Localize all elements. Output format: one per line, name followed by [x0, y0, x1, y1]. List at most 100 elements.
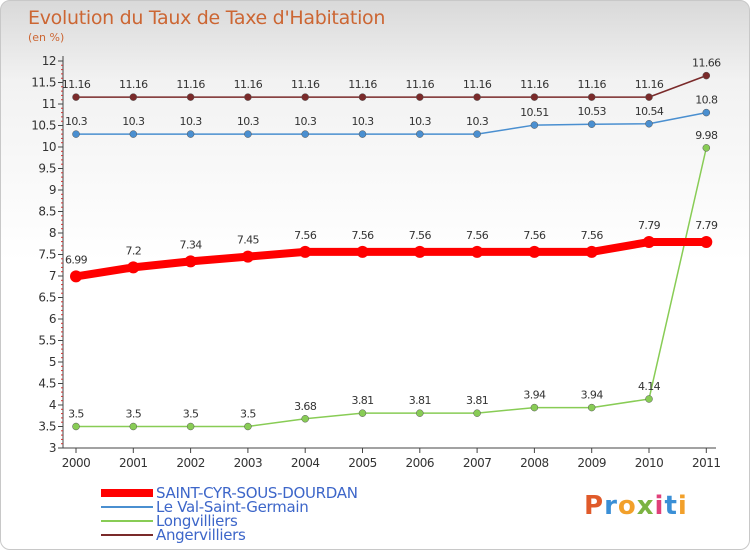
- data-point: [70, 270, 82, 283]
- data-label: 3.68: [294, 400, 317, 413]
- legend: SAINT-CYR-SOUS-DOURDAN Le Val-Saint-Germ…: [101, 484, 358, 544]
- data-label: 3.81: [351, 394, 373, 407]
- data-point: [358, 130, 367, 138]
- data-point: [413, 245, 426, 258]
- data-label: 3.5: [240, 408, 256, 421]
- data-point: [301, 93, 309, 101]
- x-tick-label: 2000: [62, 456, 91, 470]
- x-tick-label: 2007: [463, 456, 492, 470]
- series-line: [76, 147, 708, 428]
- y-tick-label: 12: [42, 54, 56, 68]
- logo-letter: i: [677, 491, 688, 521]
- legend-label: Le Val-Saint-Germain: [156, 498, 309, 516]
- x-tick-label: 2002: [176, 456, 205, 470]
- data-label: 10.3: [122, 115, 145, 128]
- legend-label: Longvilliers: [156, 512, 238, 530]
- data-point: [244, 130, 252, 138]
- data-point: [186, 130, 195, 138]
- data-label: 11.16: [291, 78, 320, 91]
- data-label: 7.79: [638, 219, 661, 232]
- data-label: 10.3: [409, 115, 432, 128]
- data-point: [702, 144, 711, 152]
- data-label: 11.16: [635, 78, 664, 91]
- legend-swatch: [101, 506, 153, 508]
- data-label: 11.16: [176, 78, 205, 91]
- logo-letter: i: [654, 491, 665, 521]
- data-label: 6.99: [65, 253, 88, 266]
- data-label: 7.34: [180, 238, 203, 251]
- data-point: [184, 255, 197, 268]
- logo-letter: x: [636, 491, 655, 521]
- y-tick-label: 8: [49, 226, 56, 240]
- data-point: [72, 93, 80, 101]
- data-label: 7.45: [237, 234, 260, 247]
- data-point: [702, 108, 711, 117]
- data-point: [645, 120, 653, 128]
- data-point: [416, 130, 424, 138]
- data-point: [72, 130, 80, 138]
- data-label: 10.3: [466, 115, 489, 128]
- data-label: 9.98: [695, 129, 718, 142]
- y-tick-label: 10: [42, 140, 56, 154]
- y-tick-label: 7: [49, 269, 56, 283]
- data-point: [416, 93, 424, 101]
- data-point: [587, 93, 596, 101]
- data-label: 10.54: [635, 105, 664, 118]
- legend-swatch: [101, 489, 153, 497]
- x-tick-label: 2004: [291, 456, 320, 470]
- data-point: [301, 130, 309, 138]
- logo-letter: P: [584, 491, 605, 521]
- data-point: [358, 409, 367, 417]
- data-point: [471, 245, 484, 258]
- x-tick-label: 2011: [692, 456, 721, 470]
- data-point: [587, 403, 596, 412]
- x-tick-label: 2001: [119, 456, 148, 470]
- legend-label: Angervilliers: [156, 526, 246, 544]
- data-label: 7.79: [695, 219, 718, 232]
- data-point: [702, 71, 711, 80]
- x-tick-label: 2009: [577, 456, 606, 470]
- proxiti-logo: Proxiti: [584, 491, 688, 521]
- data-point: [645, 395, 653, 403]
- data-point: [530, 403, 539, 412]
- y-tick-label: 9.5: [38, 162, 56, 176]
- data-label: 11.66: [692, 57, 721, 70]
- legend-item: Angervilliers: [101, 526, 358, 544]
- data-label: 11.16: [406, 78, 435, 91]
- data-point: [587, 120, 596, 128]
- legend-item: Longvilliers: [101, 512, 358, 530]
- data-label: 3.5: [68, 408, 84, 421]
- data-point: [473, 93, 481, 101]
- data-point: [301, 415, 309, 423]
- y-tick-label: 10.5: [31, 119, 56, 133]
- series-line: [76, 74, 707, 98]
- legend-label: SAINT-CYR-SOUS-DOURDAN: [156, 484, 358, 502]
- legend-swatch: [101, 534, 153, 536]
- data-point: [186, 422, 195, 431]
- data-label: 4.14: [638, 380, 661, 393]
- data-label: 7.56: [409, 229, 432, 242]
- data-point: [416, 409, 424, 417]
- data-label: 11.16: [234, 78, 263, 91]
- data-point: [127, 261, 140, 274]
- data-label: 3.5: [183, 408, 199, 421]
- data-point: [700, 236, 713, 249]
- logo-letter: o: [617, 491, 637, 521]
- y-tick-label: 3.5: [38, 420, 56, 434]
- data-label: 7.56: [466, 229, 489, 242]
- data-label: 10.3: [294, 115, 317, 128]
- data-point: [530, 121, 539, 129]
- page-title: Evolution du Taux de Taxe d'Habitation: [28, 7, 386, 29]
- data-label: 11.16: [119, 78, 148, 91]
- data-label: 11.16: [577, 78, 606, 91]
- data-label: 3.81: [409, 394, 431, 407]
- x-tick-label: 2003: [234, 456, 263, 470]
- data-label: 10.8: [695, 94, 718, 107]
- data-label: 10.3: [351, 115, 374, 128]
- data-point: [643, 236, 655, 249]
- x-tick-label: 2005: [348, 456, 377, 470]
- data-label: 10.3: [180, 115, 203, 128]
- data-label: 7.2: [125, 244, 141, 257]
- data-point: [72, 422, 80, 431]
